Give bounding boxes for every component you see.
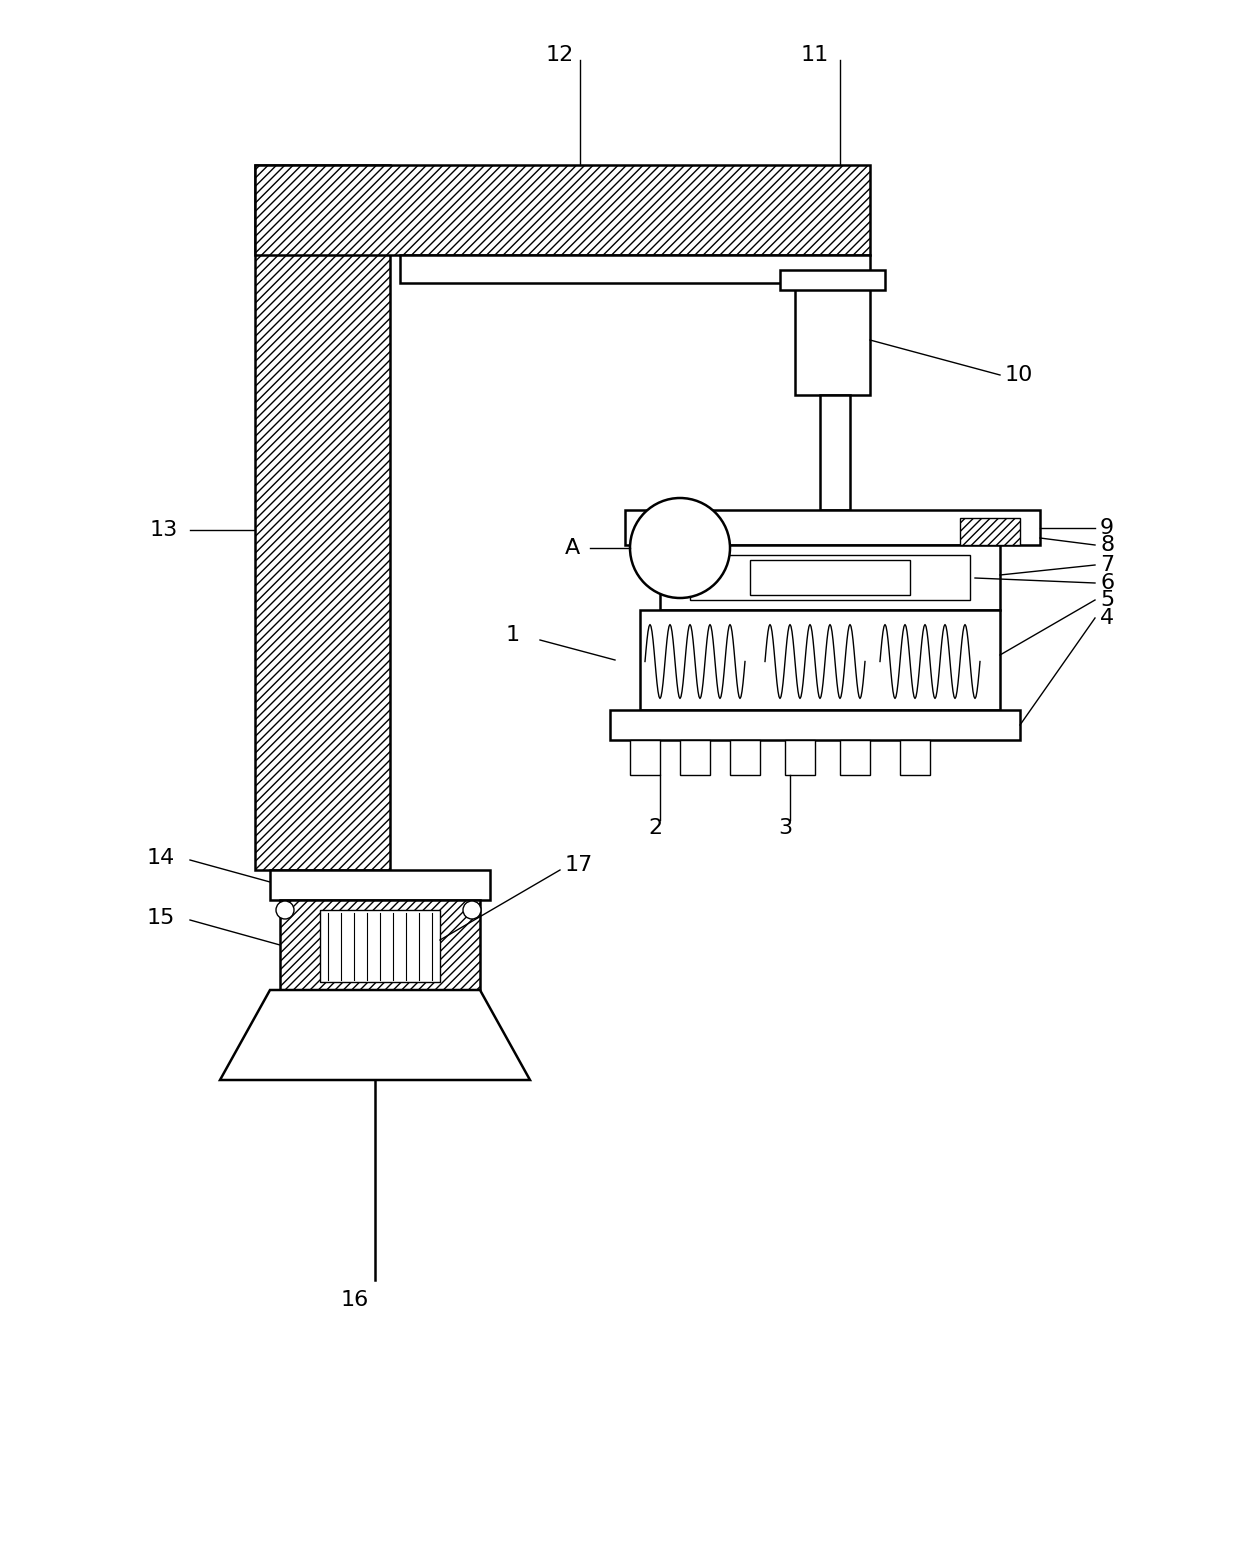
- Bar: [660, 545, 999, 609]
- Bar: [320, 910, 440, 981]
- Bar: [280, 900, 480, 991]
- Polygon shape: [219, 991, 529, 1080]
- Bar: [785, 741, 815, 775]
- Text: 6: 6: [1100, 572, 1114, 593]
- Text: 2: 2: [649, 818, 662, 838]
- Bar: [780, 270, 885, 290]
- Bar: [630, 741, 660, 775]
- Bar: [750, 560, 910, 596]
- Bar: [610, 710, 1021, 741]
- Text: 7: 7: [1100, 555, 1114, 576]
- Bar: [640, 609, 999, 710]
- Text: A: A: [564, 539, 580, 559]
- Bar: [960, 518, 1021, 545]
- Text: 1: 1: [506, 625, 520, 645]
- Text: 15: 15: [146, 907, 175, 927]
- Bar: [255, 165, 391, 870]
- Bar: [640, 518, 701, 545]
- Bar: [839, 741, 870, 775]
- Text: 11: 11: [801, 45, 830, 65]
- Text: 5: 5: [1100, 589, 1115, 609]
- Bar: [680, 741, 711, 775]
- Text: 17: 17: [565, 855, 593, 875]
- Text: 16: 16: [341, 1290, 370, 1310]
- Bar: [900, 741, 930, 775]
- Bar: [401, 255, 870, 282]
- Bar: [730, 741, 760, 775]
- Circle shape: [277, 901, 294, 920]
- Circle shape: [630, 498, 730, 599]
- Bar: [625, 511, 1040, 545]
- Bar: [255, 165, 870, 255]
- Bar: [820, 395, 849, 511]
- Bar: [270, 870, 490, 900]
- Text: 8: 8: [1100, 535, 1114, 555]
- Text: 3: 3: [777, 818, 792, 838]
- Text: 12: 12: [546, 45, 574, 65]
- Bar: [689, 555, 970, 600]
- Text: 13: 13: [150, 520, 179, 540]
- Text: 9: 9: [1100, 518, 1114, 539]
- Text: 4: 4: [1100, 608, 1114, 628]
- Circle shape: [463, 901, 481, 920]
- Text: 14: 14: [146, 849, 175, 869]
- Bar: [795, 282, 870, 395]
- Text: 10: 10: [1004, 366, 1033, 386]
